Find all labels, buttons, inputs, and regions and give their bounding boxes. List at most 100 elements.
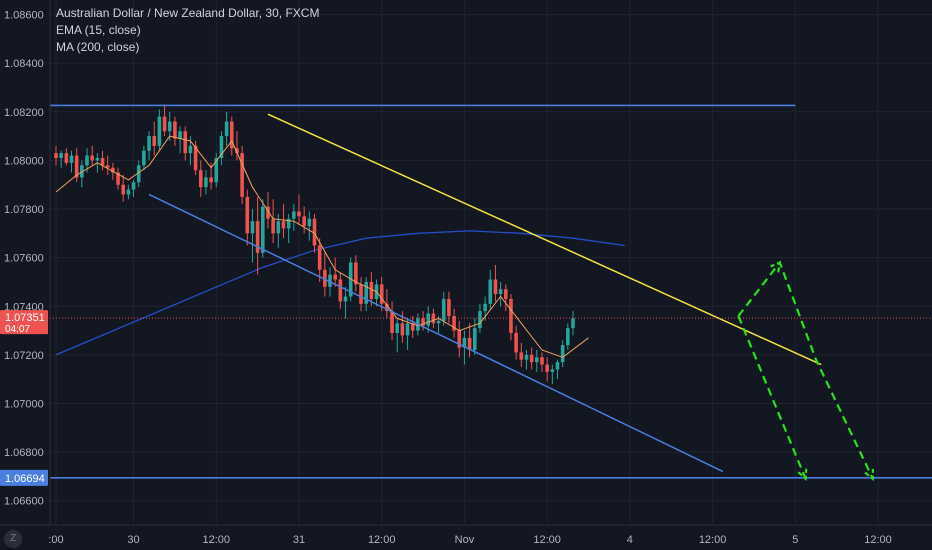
candle bbox=[121, 175, 126, 202]
candle bbox=[457, 320, 462, 358]
candles-layer bbox=[54, 104, 575, 385]
candle bbox=[338, 272, 343, 309]
price-tick-label: 1.08400 bbox=[4, 58, 44, 70]
candle-body bbox=[136, 165, 141, 183]
candle-body bbox=[317, 245, 322, 270]
candle bbox=[560, 340, 565, 368]
candle-body bbox=[379, 284, 384, 304]
candle bbox=[255, 196, 260, 275]
candle-body bbox=[167, 121, 172, 132]
candle bbox=[447, 291, 451, 324]
price-axis-bg bbox=[0, 0, 50, 550]
ma-200-line bbox=[55, 230, 625, 356]
candle-body bbox=[540, 357, 544, 365]
candle bbox=[540, 352, 544, 372]
time-tick-label: 12:00 bbox=[699, 534, 727, 546]
candle bbox=[498, 281, 503, 307]
projection-down-arrow bbox=[737, 315, 807, 480]
grid bbox=[50, 0, 932, 525]
candle bbox=[317, 238, 322, 282]
candle-body bbox=[297, 211, 301, 217]
time-tick-label: 12:00 bbox=[203, 534, 231, 546]
candle-body bbox=[478, 311, 482, 329]
candle-body bbox=[410, 323, 415, 331]
projection-up-down-arrow bbox=[737, 261, 874, 480]
candle-body bbox=[441, 298, 446, 321]
candle bbox=[385, 289, 389, 319]
candle bbox=[493, 264, 498, 302]
candle bbox=[555, 359, 560, 380]
candle bbox=[359, 277, 363, 312]
candle-body bbox=[80, 165, 84, 178]
candle-body bbox=[142, 150, 146, 166]
candle bbox=[219, 131, 224, 166]
price-tick-label: 1.07200 bbox=[4, 350, 44, 362]
candle bbox=[571, 311, 575, 336]
candle bbox=[64, 148, 69, 166]
price-tick-label: 1.07800 bbox=[4, 204, 44, 216]
candle-body bbox=[276, 221, 281, 234]
candle-body bbox=[550, 369, 555, 372]
time-tick-label: 5 bbox=[792, 534, 798, 546]
candle-body bbox=[224, 121, 229, 137]
candle-body bbox=[488, 279, 493, 304]
candle bbox=[281, 204, 286, 239]
candle-body bbox=[64, 153, 69, 163]
candle-body bbox=[152, 136, 157, 146]
candle-body bbox=[178, 131, 182, 139]
time-tick-label: 31 bbox=[293, 534, 305, 546]
candle bbox=[152, 121, 157, 156]
candle-body bbox=[312, 218, 317, 246]
candle bbox=[431, 308, 436, 329]
candle bbox=[198, 160, 203, 197]
candle bbox=[240, 145, 244, 205]
price-tick-label: 1.08600 bbox=[4, 10, 44, 22]
candle bbox=[405, 318, 410, 350]
candle bbox=[173, 116, 177, 146]
candle bbox=[379, 277, 384, 312]
candle-body bbox=[545, 364, 549, 372]
candle-body bbox=[100, 157, 105, 166]
price-tick-label: 1.08200 bbox=[4, 107, 44, 119]
candle-body bbox=[493, 279, 498, 295]
candle-body bbox=[498, 289, 503, 295]
drawings-layer bbox=[50, 104, 932, 482]
candle bbox=[354, 255, 358, 292]
candle bbox=[343, 286, 348, 319]
candle bbox=[364, 277, 368, 312]
candle-body bbox=[566, 328, 570, 346]
candle-body bbox=[457, 330, 462, 348]
candle-body bbox=[354, 262, 358, 285]
candle-body bbox=[59, 153, 63, 158]
candle bbox=[307, 211, 312, 241]
candle-body bbox=[255, 221, 260, 253]
candle bbox=[271, 199, 275, 244]
candle-body bbox=[281, 221, 286, 229]
candle bbox=[250, 209, 255, 263]
time-tick-label: 12:00 bbox=[368, 534, 396, 546]
candle-body bbox=[229, 121, 234, 149]
candle-body bbox=[147, 136, 151, 151]
candle bbox=[488, 269, 493, 309]
candle bbox=[116, 167, 120, 190]
candle bbox=[472, 318, 477, 355]
time-tick-label: 4 bbox=[627, 534, 633, 546]
tradingview-logo-icon[interactable]: Z bbox=[4, 530, 22, 548]
candle bbox=[297, 194, 301, 224]
time-tick-label: Nov bbox=[455, 534, 475, 546]
candle-body bbox=[343, 296, 348, 302]
candle-body bbox=[209, 177, 213, 183]
candle-body bbox=[157, 116, 162, 146]
candle-body bbox=[250, 221, 255, 234]
candle bbox=[467, 323, 472, 358]
candle bbox=[333, 257, 337, 287]
candle bbox=[214, 153, 219, 188]
candle-body bbox=[483, 303, 487, 312]
candle-body bbox=[328, 274, 332, 287]
candle-body bbox=[524, 354, 529, 360]
candle-body bbox=[323, 269, 327, 287]
current-price-label-bg bbox=[0, 310, 48, 335]
candle-body bbox=[90, 155, 94, 161]
